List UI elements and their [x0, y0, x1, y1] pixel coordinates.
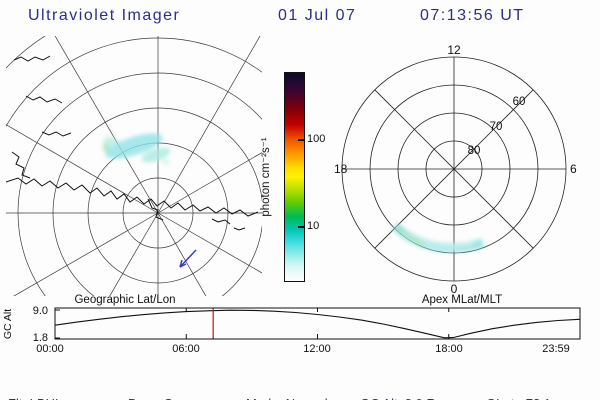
colorbar [284, 72, 305, 282]
y-axis-label: GC Alt [2, 309, 14, 339]
mlt-label-18: 18 [334, 162, 348, 176]
map-grid [6, 36, 262, 296]
x-tick-label: 18:00 [435, 343, 463, 355]
status-mode: Mode: Normal [246, 394, 328, 400]
colorbar-tick-100: 100 [307, 133, 326, 145]
status-gc-alt: GC Alt: 8.9 Re [360, 394, 443, 400]
apex-polar-panel: 12 18 6 0 60 70 80 [334, 43, 577, 295]
x-tick-label: 00:00 [36, 343, 64, 355]
status-column-flight: Flt: LBHL IP: 36.0 [8, 356, 62, 400]
mlt-label-0: 0 [451, 282, 458, 295]
colorbar-tick-mark [298, 139, 304, 141]
status-glat: GLat: -73.1 [486, 394, 558, 400]
caption-geographic: Geographic Lat/Lon [74, 294, 175, 306]
status-column-door-gain: Door: Open Gain: 14 [128, 356, 195, 400]
aurora-emission-map [102, 133, 171, 165]
mlat-ring-label-80: 80 [468, 145, 481, 157]
polar-grid [341, 56, 567, 282]
x-tick-label: 06:00 [172, 343, 200, 355]
geographic-map-panel [6, 36, 262, 296]
colorbar-tick-10: 10 [307, 220, 320, 232]
status-door: Door: Open [128, 394, 195, 400]
mlt-label-12: 12 [447, 43, 461, 57]
date-display: 01 Jul 07 [278, 7, 357, 24]
altitude-curve [54, 309, 580, 339]
orbit-altitude-chart: Geographic Lat/Lon Apex MLat/MLT GC Alt … [2, 294, 581, 355]
mlt-label-6: 6 [570, 162, 577, 176]
axis-ticks [54, 308, 581, 339]
colorbar-tick-mark [298, 226, 304, 228]
caption-apex: Apex MLat/MLT [422, 294, 502, 306]
colorbar-units-label: photon cm⁻²s⁻¹ [260, 137, 272, 217]
y-tick-max: 9.0 [33, 305, 48, 317]
mlat-ring-label-70: 70 [490, 121, 503, 133]
status-column-alt-seq: GC Alt: 8.9 Re Seq: 39 [360, 356, 443, 400]
x-tick-label: 12:00 [303, 343, 331, 355]
app-title: Ultraviolet Imager [28, 7, 181, 24]
x-tick-label: 23:59 [542, 343, 570, 355]
aurora-emission-polar [391, 222, 485, 253]
y-tick-min: 1.8 [33, 332, 48, 344]
status-column-glat-glon: GLat: -73.1 GLon: 188.1 [486, 356, 558, 400]
status-column-mode-dsp: Mode: Normal Dsp: -1.6 [246, 356, 328, 400]
mlat-ring-label-60: 60 [513, 96, 526, 108]
time-display: 07:13:56 UT [420, 7, 525, 24]
coastlines [6, 55, 259, 231]
footprint-arrow-icon [179, 249, 197, 268]
status-flt: Flt: LBHL [8, 394, 62, 400]
